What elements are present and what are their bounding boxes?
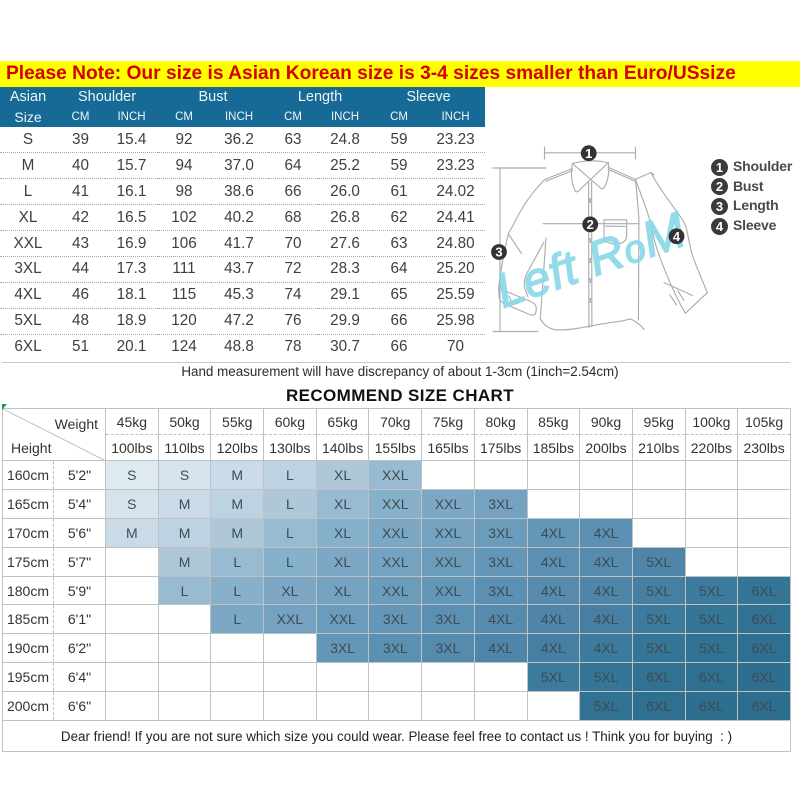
svg-text:2: 2 <box>587 217 594 232</box>
svg-text:1: 1 <box>585 146 592 161</box>
svg-text:3: 3 <box>495 245 502 260</box>
svg-text:4: 4 <box>673 229 681 244</box>
